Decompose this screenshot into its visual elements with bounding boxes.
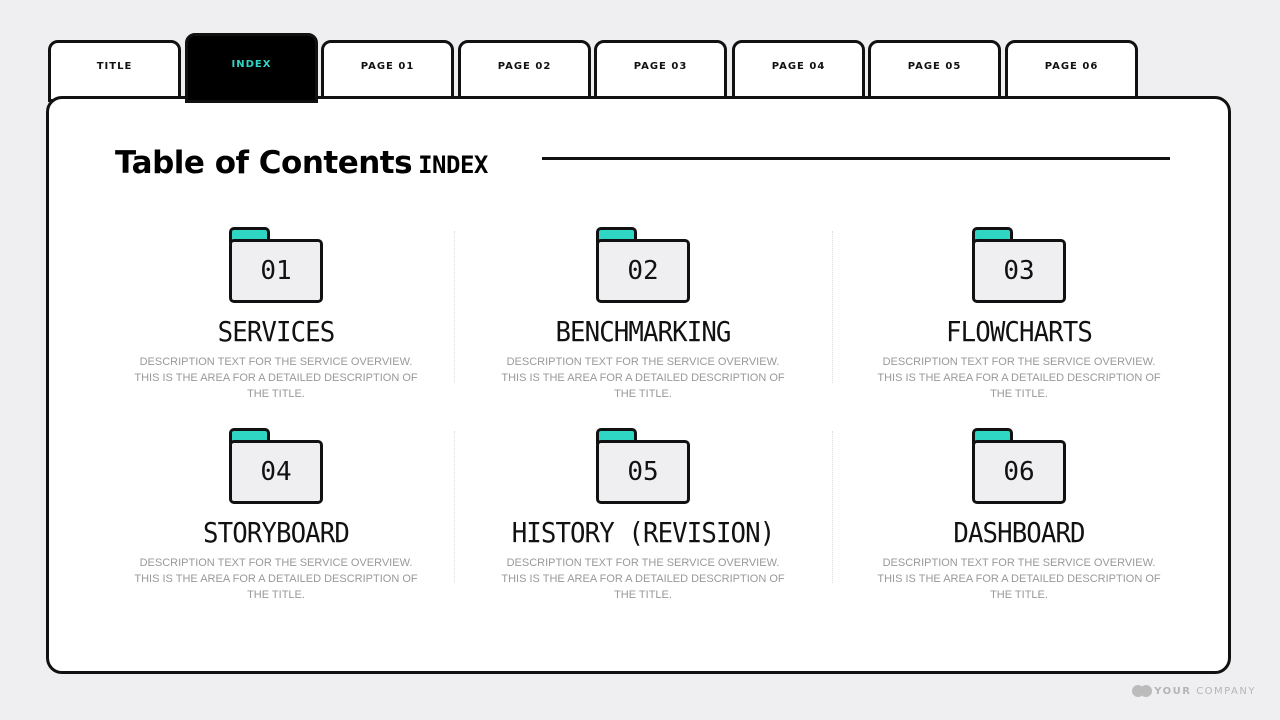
item-number: 02 xyxy=(596,239,690,303)
title-text: Table of Contents xyxy=(115,145,413,181)
logo-icon xyxy=(1132,685,1153,697)
item-title: DASHBOARD xyxy=(953,516,1085,549)
brand-bold: YOUR xyxy=(1154,685,1192,697)
page-title: Table of Contents INDEX xyxy=(115,145,488,181)
company-logo: YOUR COMPANY xyxy=(1132,685,1256,697)
item-title: FLOWCHARTS xyxy=(946,315,1093,348)
tab-page-04[interactable]: PAGE 04 xyxy=(732,40,865,102)
tab-index[interactable]: INDEX xyxy=(185,33,318,103)
item-title: HISTORY (REVISION) xyxy=(511,516,776,549)
item-description: DESCRIPTION TEXT FOR THE SERVICE OVERVIE… xyxy=(877,356,1161,400)
item-description: DESCRIPTION TEXT FOR THE SERVICE OVERVIE… xyxy=(134,557,418,601)
item-title: BENCHMARKING xyxy=(555,315,731,348)
column-divider xyxy=(832,431,833,583)
title-divider xyxy=(542,157,1170,160)
item-description: DESCRIPTION TEXT FOR THE SERVICE OVERVIE… xyxy=(877,557,1161,601)
item-number: 05 xyxy=(596,440,690,504)
folder-icon: 03 xyxy=(972,227,1066,305)
column-divider xyxy=(454,231,455,383)
item-number: 01 xyxy=(229,239,323,303)
column-divider xyxy=(832,231,833,383)
folder-icon: 02 xyxy=(596,227,690,305)
folder-icon: 05 xyxy=(596,428,690,506)
index-item-06[interactable]: 06 DASHBOARD DESCRIPTION TEXT FOR THE SE… xyxy=(869,428,1169,603)
item-number: 04 xyxy=(229,440,323,504)
content-panel: Table of Contents INDEX 01 SERVICES DESCR… xyxy=(46,96,1231,674)
item-number: 06 xyxy=(972,440,1066,504)
folder-icon: 06 xyxy=(972,428,1066,506)
title-subtitle: INDEX xyxy=(418,151,488,179)
tab-title[interactable]: TITLE xyxy=(48,40,181,102)
tab-page-03[interactable]: PAGE 03 xyxy=(594,40,727,102)
index-item-04[interactable]: 04 STORYBOARD DESCRIPTION TEXT FOR THE S… xyxy=(126,428,426,603)
index-item-03[interactable]: 03 FLOWCHARTS DESCRIPTION TEXT FOR THE S… xyxy=(869,227,1169,402)
column-divider xyxy=(454,431,455,583)
folder-icon: 01 xyxy=(229,227,323,305)
index-item-01[interactable]: 01 SERVICES DESCRIPTION TEXT FOR THE SER… xyxy=(126,227,426,402)
brand-light: COMPANY xyxy=(1196,685,1256,697)
tab-page-01[interactable]: PAGE 01 xyxy=(321,40,454,102)
item-description: DESCRIPTION TEXT FOR THE SERVICE OVERVIE… xyxy=(501,356,785,400)
tab-page-02[interactable]: PAGE 02 xyxy=(458,40,591,102)
folder-icon: 04 xyxy=(229,428,323,506)
tab-page-06[interactable]: PAGE 06 xyxy=(1005,40,1138,102)
item-number: 03 xyxy=(972,239,1066,303)
index-item-02[interactable]: 02 BENCHMARKING DESCRIPTION TEXT FOR THE… xyxy=(493,227,793,402)
item-title: STORYBOARD xyxy=(203,516,350,549)
index-item-05[interactable]: 05 HISTORY (REVISION) DESCRIPTION TEXT F… xyxy=(493,428,793,603)
tab-page-05[interactable]: PAGE 05 xyxy=(868,40,1001,102)
item-title: SERVICES xyxy=(217,315,336,348)
item-description: DESCRIPTION TEXT FOR THE SERVICE OVERVIE… xyxy=(501,557,785,601)
item-description: DESCRIPTION TEXT FOR THE SERVICE OVERVIE… xyxy=(134,356,418,400)
